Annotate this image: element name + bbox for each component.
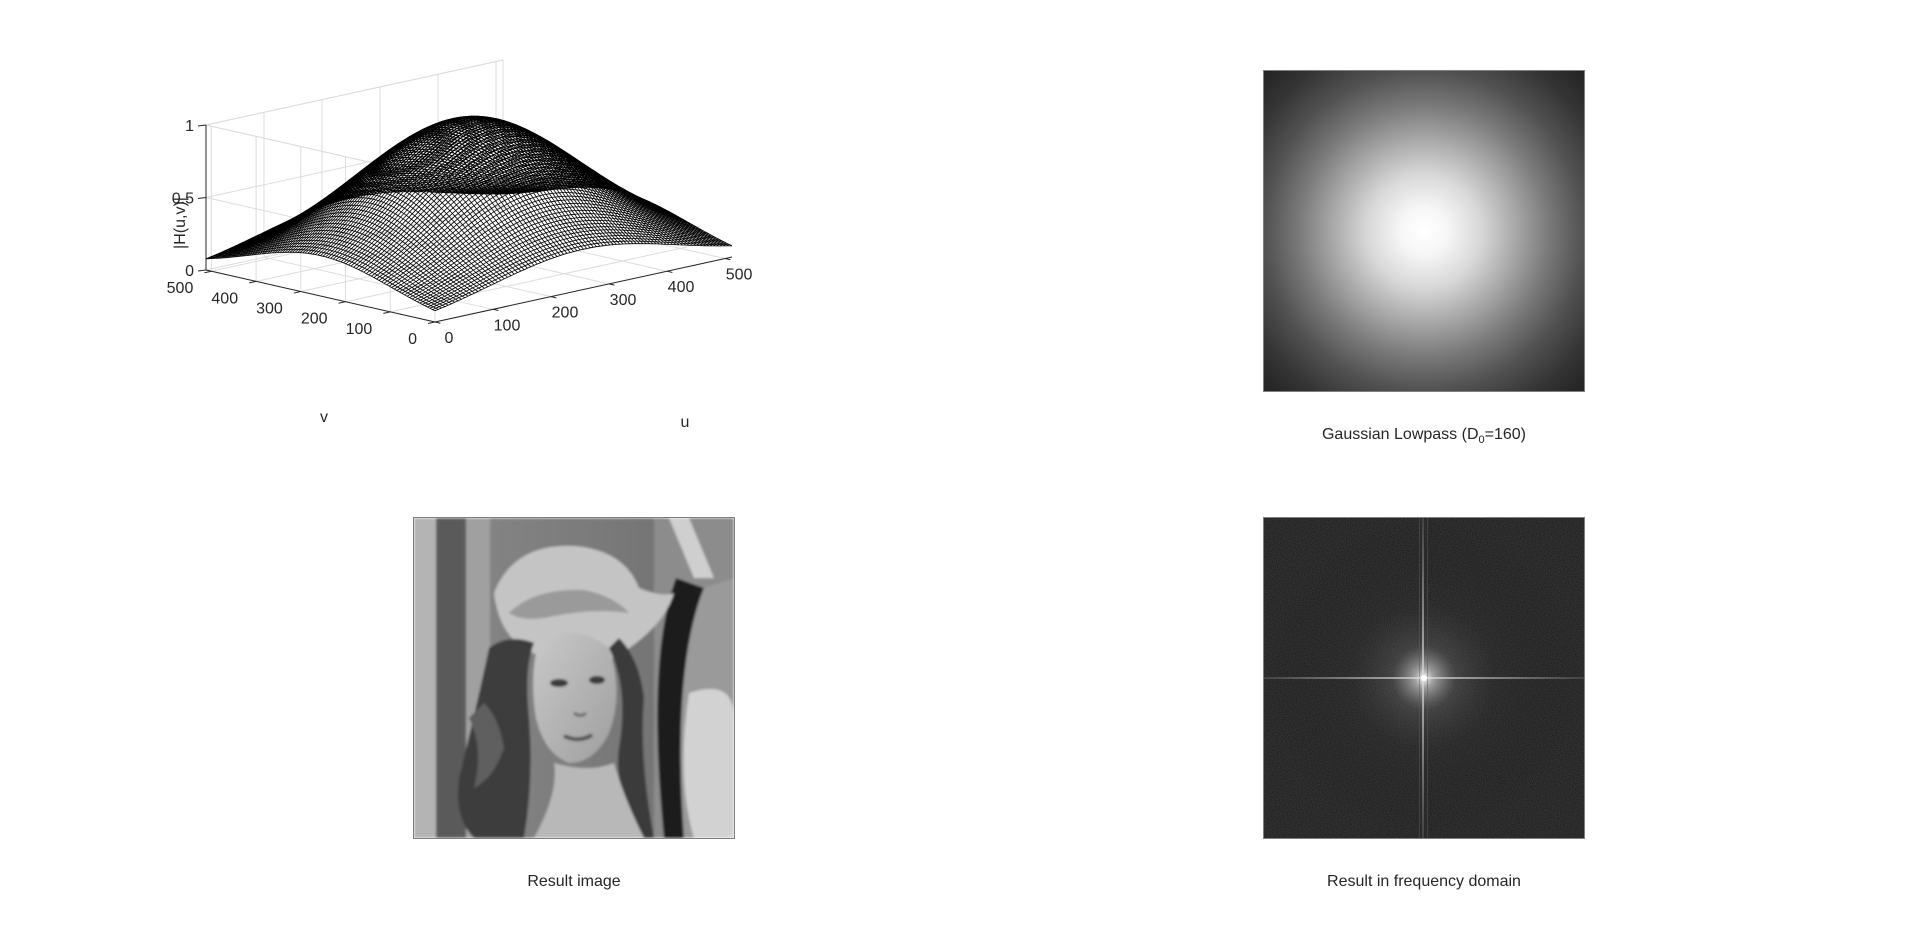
z-tick-mark xyxy=(197,124,207,127)
x-axis-label: u xyxy=(681,414,690,431)
y-axis-line xyxy=(205,269,436,323)
frequency-domain-image xyxy=(1263,517,1585,839)
surface-mesh-lines-u xyxy=(205,115,733,312)
y-tick-mark xyxy=(427,321,436,325)
result-photo-graphic xyxy=(414,518,734,838)
y-tick-label: 100 xyxy=(346,321,373,338)
frequency-domain-caption: Result in frequency domain xyxy=(1327,873,1521,890)
y-tick-label: 300 xyxy=(256,301,283,318)
y-tick-label: 500 xyxy=(167,280,194,297)
y-tick-mark xyxy=(293,291,301,294)
x-tick-mark xyxy=(666,270,673,273)
z-tick-label: 0.5 xyxy=(172,191,194,208)
x-tick-mark xyxy=(608,283,615,286)
z-tick-mark xyxy=(197,197,207,199)
floor-grid-line-u xyxy=(321,244,552,298)
x-tick-label: 400 xyxy=(668,279,695,296)
surface-mesh-lines-v xyxy=(205,115,733,312)
result-image-caption: Result image xyxy=(527,873,621,890)
floor-grid-line-v xyxy=(211,205,509,272)
axis-layer xyxy=(197,124,733,325)
y-tick-label: 0 xyxy=(408,331,417,348)
x-tick-mark xyxy=(550,296,557,299)
z-tick-label: 1 xyxy=(185,118,194,135)
x-axis-line xyxy=(434,256,733,323)
box-edge xyxy=(205,59,504,126)
gaussian-filter-image xyxy=(1263,70,1585,392)
y-tick-mark xyxy=(204,270,212,274)
y-tick-mark xyxy=(383,311,391,314)
y-tick-mark xyxy=(338,301,346,304)
z-axis-label: |H(u,v)| xyxy=(172,197,189,249)
x-tick-mark xyxy=(724,258,731,261)
x-tick-label: 500 xyxy=(726,267,753,284)
z-tick-mark xyxy=(197,269,207,272)
result-image xyxy=(413,517,735,839)
y-tick-mark xyxy=(249,280,257,284)
surface-mesh xyxy=(205,115,733,312)
floor-grid-line-u xyxy=(263,256,494,310)
x-tick-label: 200 xyxy=(552,305,579,322)
frequency-spectrum-graphic xyxy=(1264,518,1584,838)
y-axis-label: v xyxy=(320,409,328,426)
x-tick-label: 300 xyxy=(610,292,637,309)
y-tick-label: 400 xyxy=(211,290,238,307)
x-tick-mark xyxy=(492,308,499,312)
x-tick-mark xyxy=(434,321,441,324)
y-tick-label: 200 xyxy=(301,311,328,328)
filter-caption: Gaussian Lowpass (D0=160) xyxy=(1321,426,1526,447)
z-tick-label: 0 xyxy=(185,263,194,280)
x-tick-label: 0 xyxy=(445,330,454,347)
surface-plot-panel: 0 100 200 300 400 500 0 100 200 300 400 500 0 0.5 1 u … xyxy=(150,55,970,455)
gaussian-filter-graphic xyxy=(1264,71,1584,391)
x-tick-label: 100 xyxy=(494,317,521,334)
